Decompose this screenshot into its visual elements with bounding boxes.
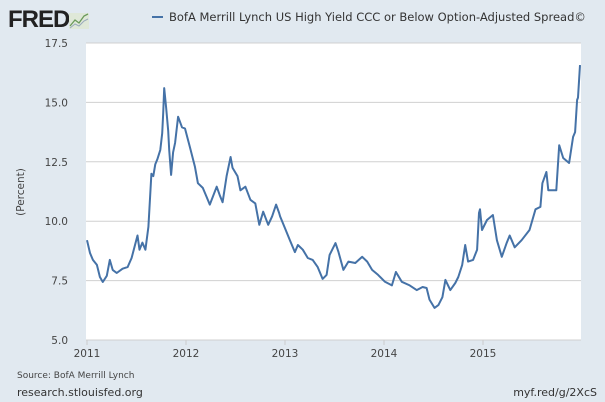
plot-area (86, 43, 581, 340)
y-axis-label: (Percent) (15, 168, 27, 216)
fred-logo: FRED (8, 6, 90, 34)
y-tick-label: 7.5 (51, 276, 68, 288)
x-tick-label: 2012 (173, 348, 200, 360)
short-url-link[interactable]: myf.red/g/2XcS (513, 386, 597, 399)
site-link[interactable]: research.stlouisfed.org (17, 386, 143, 399)
y-tick-label: 10.0 (45, 216, 68, 228)
series-line (86, 65, 581, 309)
x-tick-label: 2013 (272, 348, 299, 360)
legend-swatch (152, 16, 163, 18)
legend: BofA Merrill Lynch US High Yield CCC or … (152, 10, 586, 24)
x-tick-label: 2015 (470, 348, 497, 360)
y-tick-label: 17.5 (45, 38, 68, 50)
y-tick-label: 12.5 (45, 157, 68, 169)
y-tick-label: 15.0 (45, 97, 68, 109)
x-tick-label: 2014 (371, 348, 398, 360)
source-note: Source: BofA Merrill Lynch (17, 371, 135, 381)
legend-label: BofA Merrill Lynch US High Yield CCC or … (169, 10, 586, 24)
y-tick-label: 5.0 (51, 335, 68, 347)
x-tick-label: 2011 (74, 348, 101, 360)
line-chart-icon (69, 6, 90, 33)
